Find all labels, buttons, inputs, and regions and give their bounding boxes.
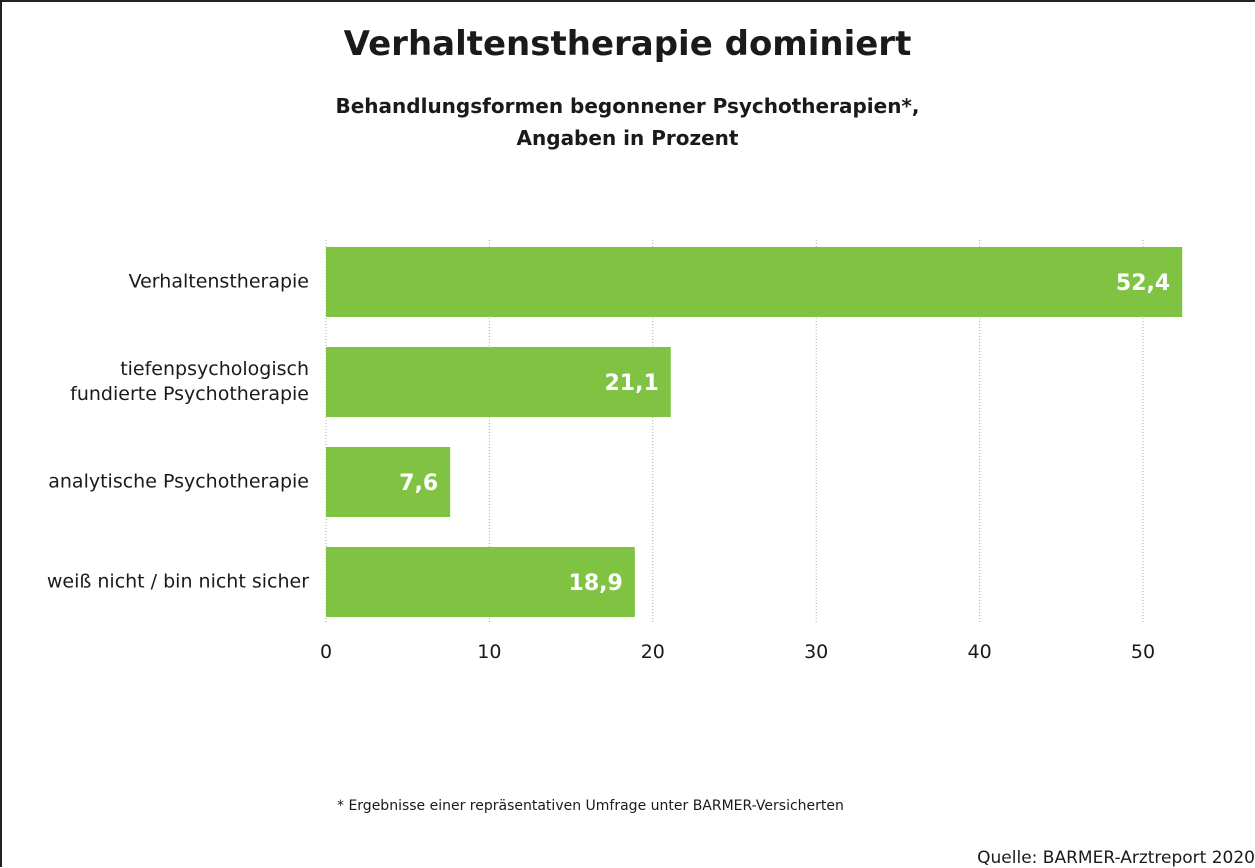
y-tick-label: Verhaltenstherapie [128, 270, 309, 293]
chart-subtitle: Behandlungsformen begonnener Psychothera… [335, 94, 920, 150]
x-tick-label: 20 [641, 641, 665, 663]
source: Quelle: BARMER-Arztreport 2020 [977, 848, 1255, 868]
x-tick-label: 10 [477, 641, 501, 663]
value-label: 21,1 [604, 371, 658, 396]
bar [326, 547, 635, 617]
value-label: 52,4 [1116, 271, 1170, 296]
bar [326, 447, 451, 517]
x-tick-label: 0 [320, 641, 332, 663]
x-tick-label: 50 [1131, 641, 1155, 663]
x-tick-label: 40 [968, 641, 992, 663]
y-tick-label: weiß nicht / bin nicht sicher [46, 570, 309, 593]
x-tick-label: 30 [804, 641, 828, 663]
value-label: 18,9 [569, 571, 623, 596]
chart-title: Verhaltenstherapie dominiert [343, 24, 912, 64]
footnote: * Ergebnisse einer repräsentativen Umfra… [337, 798, 844, 814]
bar [326, 247, 1183, 317]
y-tick-label: tiefenpsychologisch fundierte Psychother… [70, 358, 309, 405]
y-tick-label: analytische Psychotherapie [48, 470, 309, 493]
bar [326, 347, 671, 417]
value-label: 7,6 [399, 471, 438, 496]
